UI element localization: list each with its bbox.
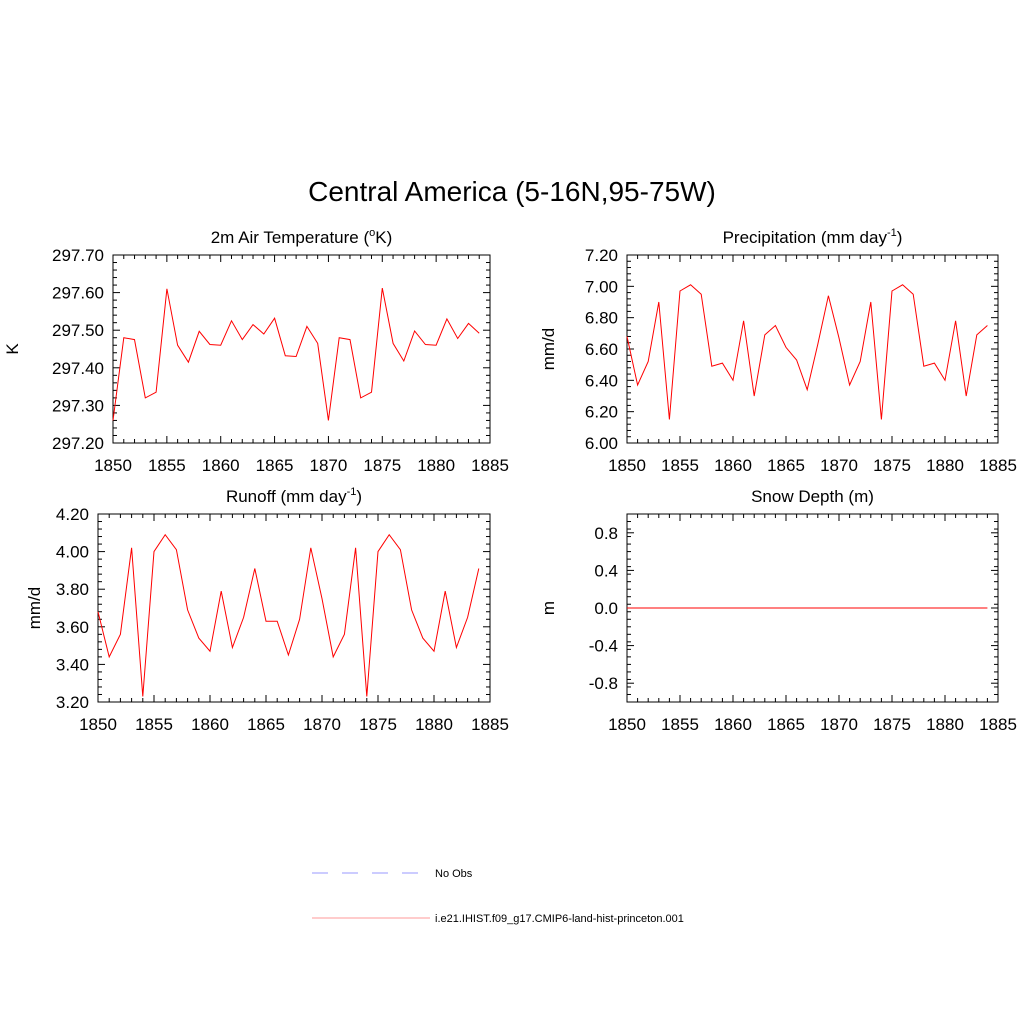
x-tick-label: 1885 bbox=[979, 456, 1017, 475]
y-tick-label: 297.50 bbox=[52, 321, 104, 340]
x-tick-label: 1875 bbox=[363, 456, 401, 475]
x-tick-label: 1875 bbox=[873, 715, 911, 734]
y-tick-label: 6.00 bbox=[585, 434, 618, 453]
panel-title: Snow Depth (m) bbox=[751, 487, 874, 506]
x-tick-label: 1850 bbox=[94, 456, 132, 475]
x-tick-label: 1870 bbox=[820, 715, 858, 734]
y-tick-label: 297.20 bbox=[52, 434, 104, 453]
x-tick-label: 1880 bbox=[926, 456, 964, 475]
x-tick-label: 1885 bbox=[471, 715, 509, 734]
panel-title-superscript: -1 bbox=[347, 486, 357, 498]
y-tick-label: 4.20 bbox=[56, 505, 89, 524]
y-tick-label: 6.80 bbox=[585, 309, 618, 328]
chart-panels: 1850 1855 1860 1865 1870 1875 1880 1885 297.20 29… bbox=[3, 227, 1017, 734]
x-tick-label: 1880 bbox=[417, 456, 455, 475]
x-tick-label: 1880 bbox=[926, 715, 964, 734]
y-axis-label: m bbox=[539, 601, 558, 615]
y-tick-label: 297.40 bbox=[52, 359, 104, 378]
chart-panel-3: 1850 1855 1860 1865 1870 1875 1880 1885 3.20 3.40… bbox=[25, 486, 509, 734]
y-tick-label: 7.00 bbox=[585, 277, 618, 296]
x-tick-label: 1855 bbox=[661, 456, 699, 475]
x-tick-label: 1875 bbox=[359, 715, 397, 734]
y-tick-label: 0.4 bbox=[594, 561, 618, 580]
plot-frame bbox=[97, 513, 491, 703]
y-tick-label: 6.40 bbox=[585, 371, 618, 390]
x-tick-label: 1865 bbox=[767, 456, 805, 475]
y-tick-label: 297.60 bbox=[52, 284, 104, 303]
y-tick-label: 3.60 bbox=[56, 618, 89, 637]
y-tick-label: 297.30 bbox=[52, 396, 104, 415]
legend-label-model: i.e21.IHIST.f09_g17.CMIP6-land-hist-prin… bbox=[435, 913, 684, 925]
panel-title-main: Snow Depth (m) bbox=[751, 487, 874, 506]
y-tick-label: 0.0 bbox=[594, 599, 618, 618]
panel-title-main: 2m Air Temperature ( bbox=[211, 228, 370, 247]
y-tick-label: -0.4 bbox=[589, 637, 618, 656]
plot-frame bbox=[112, 254, 491, 444]
y-tick-label: 7.20 bbox=[585, 246, 618, 265]
y-axis-label: mm/d bbox=[539, 328, 558, 371]
panel-title-suffix: K) bbox=[375, 228, 392, 247]
series-line bbox=[112, 288, 480, 421]
y-tick-label: 3.20 bbox=[56, 693, 89, 712]
x-tick-label: 1870 bbox=[310, 456, 348, 475]
y-tick-label: 3.80 bbox=[56, 580, 89, 599]
y-tick-label: 4.00 bbox=[56, 543, 89, 562]
x-tick-label: 1850 bbox=[79, 715, 117, 734]
x-tick-label: 1870 bbox=[820, 456, 858, 475]
panel-title-suffix: ) bbox=[897, 228, 903, 247]
figure-title: Central America (5-16N,95-75W) bbox=[308, 176, 716, 207]
panel-title-main: Runoff (mm day bbox=[226, 487, 347, 506]
x-tick-label: 1850 bbox=[608, 715, 646, 734]
panel-title: 2m Air Temperature (oK) bbox=[211, 227, 393, 247]
x-tick-label: 1875 bbox=[873, 456, 911, 475]
x-tick-label: 1865 bbox=[247, 715, 285, 734]
series-line bbox=[626, 284, 988, 420]
x-tick-label: 1865 bbox=[767, 715, 805, 734]
legend-label-no-obs: No Obs bbox=[435, 868, 473, 880]
panel-title: Precipitation (mm day-1) bbox=[723, 227, 903, 247]
plot-frame bbox=[626, 254, 999, 444]
panel-title-superscript: -1 bbox=[887, 227, 897, 239]
y-tick-label: 6.20 bbox=[585, 403, 618, 422]
chart-panel-1: 1850 1855 1860 1865 1870 1875 1880 1885 297.20 29… bbox=[3, 227, 509, 475]
panel-title-superscript: o bbox=[369, 227, 375, 239]
y-tick-label: 297.70 bbox=[52, 246, 104, 265]
y-tick-label: 6.60 bbox=[585, 340, 618, 359]
y-axis-label: K bbox=[3, 343, 22, 355]
y-tick-label: 3.40 bbox=[56, 655, 89, 674]
panel-title-main: Precipitation (mm day bbox=[723, 228, 888, 247]
x-tick-label: 1860 bbox=[191, 715, 229, 734]
chart-panel-4: 1850 1855 1860 1865 1870 1875 1880 1885 -0.8 -0.4… bbox=[539, 487, 1017, 734]
x-tick-label: 1860 bbox=[714, 715, 752, 734]
x-tick-label: 1885 bbox=[471, 456, 509, 475]
panel-title-suffix: ) bbox=[356, 487, 362, 506]
x-tick-label: 1860 bbox=[714, 456, 752, 475]
x-tick-label: 1865 bbox=[256, 456, 294, 475]
y-tick-label: 0.8 bbox=[594, 524, 618, 543]
panel-title: Runoff (mm day-1) bbox=[226, 486, 362, 506]
series-line bbox=[97, 533, 480, 697]
x-tick-label: 1870 bbox=[303, 715, 341, 734]
chart-panel-2: 1850 1855 1860 1865 1870 1875 1880 1885 6.00 6.20… bbox=[539, 227, 1017, 475]
x-tick-label: 1885 bbox=[979, 715, 1017, 734]
x-tick-label: 1855 bbox=[661, 715, 699, 734]
x-tick-label: 1855 bbox=[135, 715, 173, 734]
x-tick-label: 1880 bbox=[415, 715, 453, 734]
x-tick-label: 1855 bbox=[148, 456, 186, 475]
x-tick-label: 1850 bbox=[608, 456, 646, 475]
legend: No Obs i.e21.IHIST.f09_g17.CMIP6-land-hi… bbox=[312, 868, 684, 925]
x-tick-label: 1860 bbox=[202, 456, 240, 475]
y-axis-label: mm/d bbox=[25, 587, 44, 630]
y-tick-label: -0.8 bbox=[589, 674, 618, 693]
